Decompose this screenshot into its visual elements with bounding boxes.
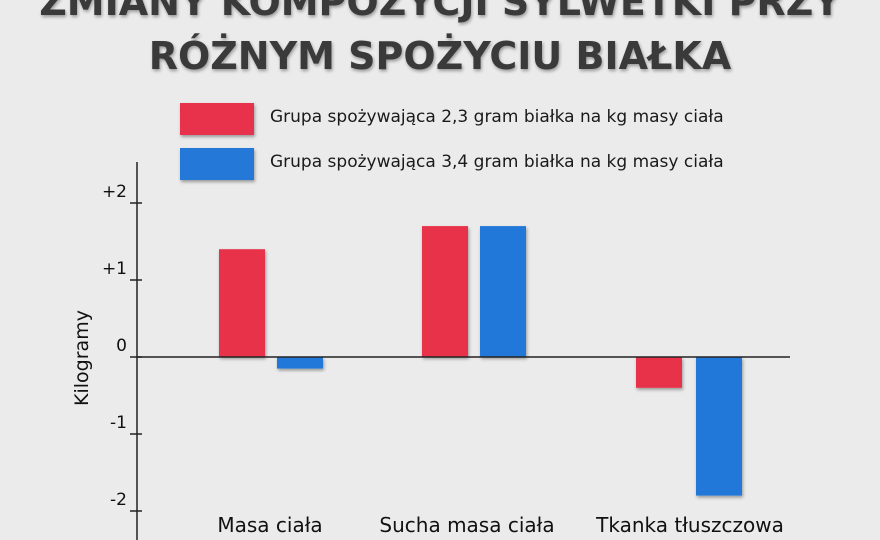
legend-label-series-2: Grupa spożywająca 3,4 gram białka na kg …	[270, 152, 724, 172]
y-tick-label: -1	[110, 413, 127, 433]
category-label-3: Tkanka tłuszczowa	[595, 513, 784, 537]
category-label-2: Sucha masa ciała	[379, 513, 554, 537]
legend-swatch-series-1	[180, 103, 254, 135]
y-axis-label: Kilogramy	[71, 310, 93, 406]
chart-title-line-2: RÓŻNYM SPOŻYCIU BIAŁKA	[148, 34, 732, 78]
chart-title-line-1: ZMIANY KOMPOZYCJI SYLWETKI PRZY	[39, 0, 841, 24]
legend-swatch-series-2	[180, 148, 254, 180]
y-tick-label: -2	[110, 490, 127, 510]
y-tick-label: 0	[116, 336, 127, 356]
bar-series-1-3	[636, 357, 682, 388]
y-tick-label: +2	[102, 182, 127, 202]
bar-series-1-2	[422, 226, 468, 357]
bar-series-2-2	[480, 226, 526, 357]
bar-series-1-1	[219, 249, 265, 357]
bar-series-2-3	[696, 357, 742, 496]
category-label-1: Masa ciała	[217, 513, 322, 537]
bar-series-2-1	[277, 357, 323, 369]
legend-label-series-1: Grupa spożywająca 2,3 gram białka na kg …	[270, 107, 724, 127]
y-tick-label: +1	[102, 259, 127, 279]
